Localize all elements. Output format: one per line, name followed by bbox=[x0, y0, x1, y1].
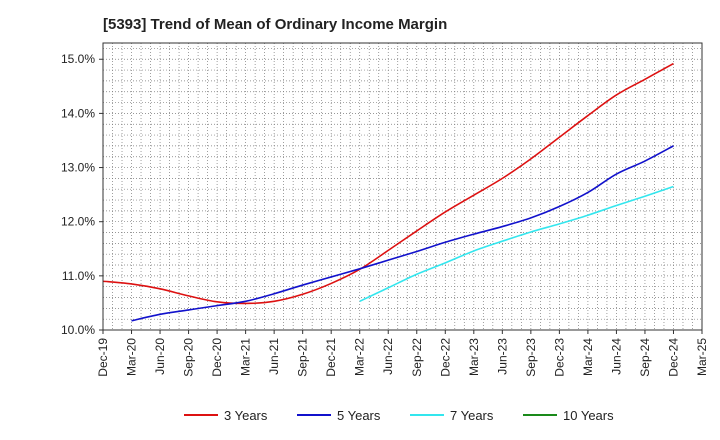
x-tick-label: Dec-24 bbox=[666, 338, 680, 377]
y-axis-ticks: 10.0% 11.0% 12.0% 13.0% 14.0% 15.0% bbox=[61, 52, 103, 337]
x-axis-ticks: Dec-19 Mar-20 Jun-20 Sep-20 Dec-20 Mar-21 Jun-… bbox=[96, 330, 709, 377]
legend-label: 7 Years bbox=[450, 408, 494, 423]
y-tick-label: 11.0% bbox=[62, 269, 95, 283]
series-line-3-years bbox=[102, 62, 674, 305]
x-tick-label: Mar-24 bbox=[581, 338, 595, 376]
plot-frame bbox=[102, 42, 703, 331]
y-tick-label: 10.0% bbox=[61, 323, 95, 337]
series-line-7-years bbox=[359, 185, 674, 303]
x-tick-label: Jun-23 bbox=[495, 338, 509, 375]
y-tick-label: 14.0% bbox=[61, 106, 95, 120]
x-tick-label: Dec-20 bbox=[210, 338, 224, 377]
x-tick-label: Sep-22 bbox=[410, 338, 424, 377]
x-tick-label: Dec-19 bbox=[96, 338, 110, 377]
x-tick-label: Mar-20 bbox=[125, 338, 139, 376]
x-tick-label: Mar-23 bbox=[467, 338, 481, 376]
legend-label: 5 Years bbox=[337, 408, 381, 423]
y-tick-label: 12.0% bbox=[61, 215, 95, 229]
y-tick-label: 13.0% bbox=[61, 161, 95, 175]
y-tick-label: 15.0% bbox=[61, 52, 95, 66]
x-tick-label: Dec-23 bbox=[552, 338, 566, 377]
x-tick-label: Sep-20 bbox=[182, 338, 196, 377]
x-tick-label: Sep-23 bbox=[524, 338, 538, 377]
grid-layer bbox=[102, 43, 703, 331]
chart-title: [5393] Trend of Mean of Ordinary Income … bbox=[103, 16, 448, 33]
x-tick-label: Jun-22 bbox=[381, 338, 395, 375]
x-tick-label: Jun-20 bbox=[153, 338, 167, 375]
x-tick-label: Mar-21 bbox=[239, 338, 253, 376]
x-tick-label: Dec-22 bbox=[438, 338, 452, 377]
x-tick-label: Dec-21 bbox=[324, 338, 338, 377]
series-line-5-years bbox=[131, 145, 674, 322]
legend-label: 3 Years bbox=[224, 408, 268, 423]
x-tick-label: Sep-21 bbox=[296, 338, 310, 377]
x-tick-label: Mar-25 bbox=[695, 338, 709, 376]
legend: 3 Years 5 Years 7 Years 10 Years bbox=[184, 408, 614, 423]
x-tick-label: Mar-22 bbox=[353, 338, 367, 376]
x-tick-label: Jun-24 bbox=[609, 338, 623, 375]
x-tick-label: Jun-21 bbox=[267, 338, 281, 375]
legend-label: 10 Years bbox=[563, 408, 614, 423]
series-layer bbox=[102, 62, 674, 322]
x-tick-label: Sep-24 bbox=[638, 338, 652, 377]
